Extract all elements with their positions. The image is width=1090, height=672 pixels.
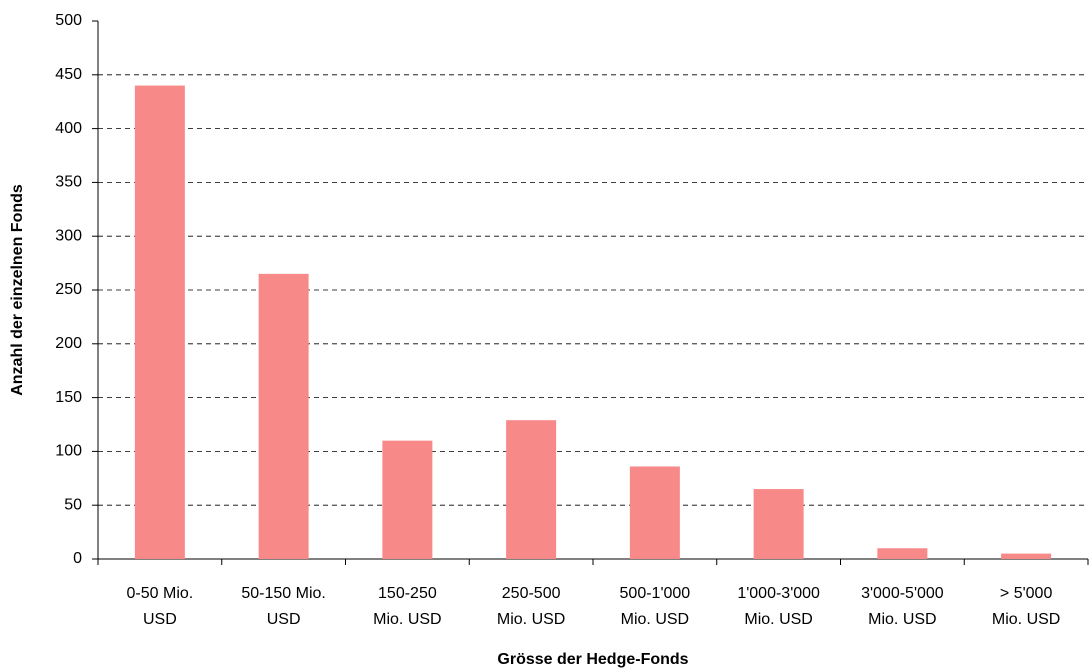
y-tick-label: 100	[55, 443, 82, 460]
y-tick-label: 200	[55, 335, 82, 352]
bar	[629, 466, 680, 559]
bar	[382, 440, 433, 559]
x-tick-label: 250-500	[502, 585, 561, 602]
x-tick-label: 1'000-3'000	[737, 585, 820, 602]
bar	[258, 273, 309, 559]
y-tick-label: 300	[55, 227, 82, 244]
x-tick-label: 50-150 Mio.	[241, 585, 326, 602]
y-tick-label: 450	[55, 66, 82, 83]
bar	[877, 548, 928, 559]
y-axis-title: Anzahl der einzelnen Fonds	[9, 184, 26, 396]
x-tick-label: USD	[267, 611, 301, 628]
x-tick-label: 500-1'000	[620, 585, 691, 602]
y-tick-label: 250	[55, 281, 82, 298]
x-tick-label: USD	[143, 611, 177, 628]
x-axis-title: Grösse der Hedge-Fonds	[497, 651, 688, 668]
y-tick-label: 500	[55, 12, 82, 29]
y-tick-label: 350	[55, 174, 82, 191]
x-tick-label: Mio. USD	[992, 611, 1060, 628]
x-tick-label: 150-250	[378, 585, 437, 602]
x-tick-label: Mio. USD	[868, 611, 936, 628]
y-tick-label: 0	[73, 550, 82, 567]
x-tick-label: 0-50 Mio.	[127, 585, 194, 602]
bar	[753, 489, 804, 559]
x-tick-label: > 5'000	[1000, 585, 1053, 602]
x-tick-label: Mio. USD	[373, 611, 441, 628]
y-tick-label: 400	[55, 120, 82, 137]
bar	[506, 420, 557, 559]
bar	[1001, 553, 1052, 559]
x-tick-label: Mio. USD	[497, 611, 565, 628]
y-tick-label: 150	[55, 389, 82, 406]
x-tick-label: Mio. USD	[621, 611, 689, 628]
x-tick-label: 3'000-5'000	[861, 585, 944, 602]
x-tick-label: Mio. USD	[744, 611, 812, 628]
bar	[134, 85, 185, 559]
y-tick-label: 50	[64, 496, 82, 513]
